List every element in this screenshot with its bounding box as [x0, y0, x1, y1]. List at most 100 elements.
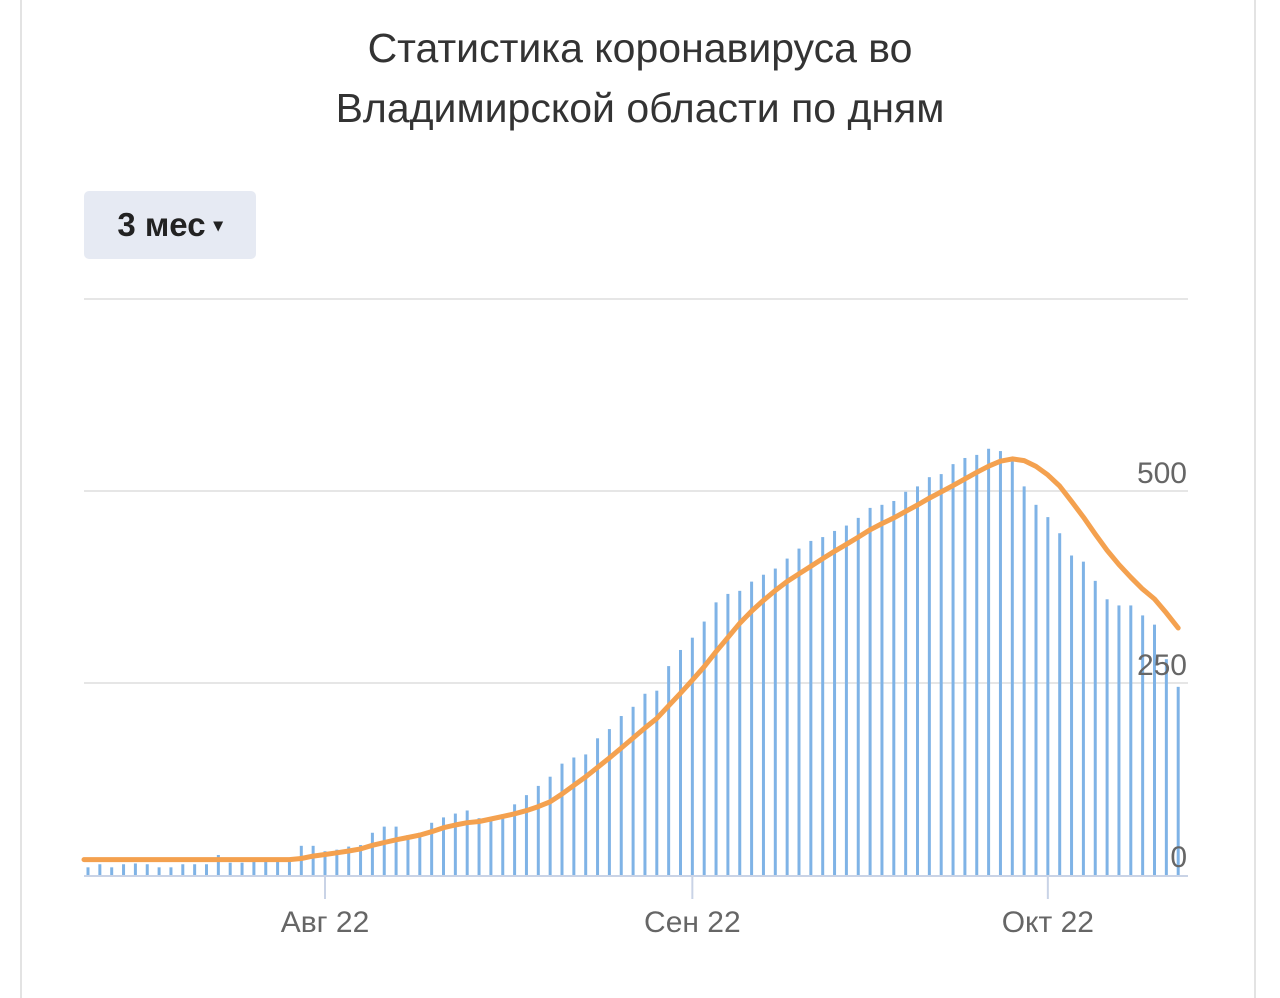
bar: [1153, 624, 1156, 875]
bar: [347, 846, 351, 875]
bar: [240, 862, 244, 875]
caret-down-icon: ▾: [213, 214, 223, 235]
bar: [513, 804, 517, 875]
x-tick-label: Окт 22: [1002, 906, 1094, 939]
bar: [335, 849, 339, 875]
bar: [892, 500, 896, 875]
bar: [323, 851, 327, 875]
bar: [98, 864, 102, 875]
bar: [607, 729, 611, 875]
bar: [122, 864, 126, 875]
bar: [643, 693, 647, 875]
bar: [311, 845, 315, 875]
bar: [110, 867, 114, 875]
bar: [809, 540, 813, 875]
bar: [276, 859, 280, 875]
bar: [714, 602, 718, 875]
bar: [193, 864, 197, 875]
moving-average-line: [81, 456, 1181, 863]
bar: [359, 845, 363, 875]
bar: [465, 810, 469, 875]
y-tick-label: 0: [1170, 841, 1187, 874]
bar: [1046, 517, 1050, 875]
title-line-2: Владимирской области по дням: [335, 85, 945, 131]
bar: [631, 706, 635, 875]
bar: [1129, 605, 1133, 875]
bar: [1010, 461, 1014, 875]
bar: [1093, 580, 1097, 875]
bar: [216, 855, 220, 875]
bar: [773, 568, 777, 875]
bar: [667, 666, 671, 875]
bar: [655, 690, 659, 875]
bar: [998, 451, 1002, 875]
bar: [572, 757, 576, 875]
bar: [1176, 686, 1180, 875]
bar: [442, 817, 445, 875]
bar: [145, 864, 149, 875]
x-tick-label: Авг 22: [281, 906, 370, 939]
bar: [927, 477, 931, 875]
bar: [501, 814, 505, 875]
bar: [880, 504, 884, 875]
bar: [1034, 504, 1038, 875]
bar: [690, 637, 694, 875]
bar: [596, 738, 600, 875]
bar: [264, 859, 268, 875]
bar: [904, 491, 908, 875]
period-dropdown-button[interactable]: 3 мес ▾: [84, 191, 256, 259]
bar: [86, 867, 90, 875]
bar: [1081, 561, 1085, 875]
bar: [133, 863, 137, 875]
bar: [524, 795, 528, 875]
bar: [453, 813, 457, 875]
bar: [157, 867, 161, 875]
bar: [951, 464, 955, 875]
bar: [382, 826, 386, 875]
bar: [287, 858, 291, 875]
bar: [181, 864, 185, 875]
bar: [1058, 533, 1062, 875]
bar: [1117, 605, 1121, 875]
bar: [868, 507, 872, 875]
bar: [679, 649, 682, 875]
bar: [975, 454, 979, 875]
bar: [1164, 659, 1168, 875]
bar: [418, 832, 422, 875]
bar: [228, 862, 232, 875]
bar: [844, 525, 848, 875]
bar: [430, 822, 434, 875]
title-line-1: Статистика коронавируса во: [367, 25, 913, 71]
bar: [797, 548, 801, 875]
bar: [761, 574, 765, 875]
chart-card: [20, 0, 1256, 998]
bar: [987, 448, 991, 875]
bar: [702, 621, 706, 875]
period-label: 3 мес: [117, 206, 206, 243]
bar: [205, 864, 208, 875]
bar: [738, 590, 742, 875]
bar: [1141, 615, 1145, 875]
bar: [1105, 599, 1109, 875]
bar: [821, 537, 825, 875]
bar: [548, 776, 552, 875]
bar: [1070, 555, 1074, 875]
bar: [726, 593, 730, 875]
bar: [406, 835, 410, 875]
bar: [477, 818, 481, 875]
bar: [785, 558, 789, 875]
y-tick-label: 500: [1137, 457, 1187, 490]
bar: [750, 581, 754, 875]
bar: [370, 832, 374, 875]
bar: [833, 530, 837, 875]
bar: [252, 861, 256, 875]
bar: [536, 785, 540, 875]
chart-title: Статистика коронавируса во Владимирской …: [0, 18, 1280, 138]
bar: [963, 457, 967, 875]
bar: [169, 867, 173, 875]
bar: [394, 826, 398, 875]
bar: [939, 474, 943, 875]
bar: [1022, 486, 1026, 875]
y-tick-label: 250: [1137, 649, 1187, 682]
